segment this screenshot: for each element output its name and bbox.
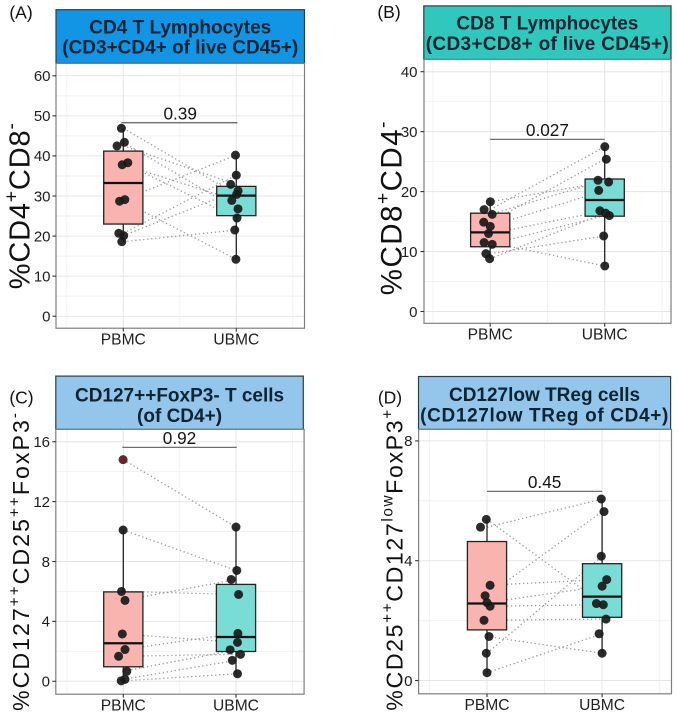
- svg-text:UBMC: UBMC: [579, 697, 625, 714]
- svg-text:8: 8: [42, 554, 50, 571]
- svg-text:30: 30: [401, 124, 418, 141]
- svg-text:(of CD4+): (of CD4+): [137, 406, 222, 427]
- svg-text:8: 8: [404, 433, 412, 450]
- svg-text:0: 0: [42, 309, 50, 326]
- svg-text:0: 0: [409, 304, 417, 321]
- svg-text:10: 10: [401, 244, 418, 261]
- svg-text:CD4 T Lymphocytes: CD4 T Lymphocytes: [89, 17, 271, 38]
- svg-text:30: 30: [34, 188, 51, 205]
- svg-text:UBMC: UBMC: [582, 327, 628, 344]
- svg-text:20: 20: [401, 184, 418, 201]
- svg-text:0.39: 0.39: [163, 104, 196, 124]
- svg-text:0.92: 0.92: [163, 428, 196, 448]
- svg-text:(C): (C): [9, 388, 33, 408]
- svg-text:CD127++FoxP3- T cells: CD127++FoxP3- T cells: [75, 386, 284, 407]
- svg-text:10: 10: [34, 268, 51, 285]
- svg-text:PBMC: PBMC: [101, 332, 146, 349]
- svg-text:%CD4+CD8-: %CD4+CD8-: [1, 122, 36, 289]
- svg-text:4: 4: [42, 614, 50, 631]
- svg-text:(D): (D): [378, 388, 402, 408]
- svg-text:20: 20: [34, 228, 51, 245]
- svg-text:4: 4: [404, 553, 412, 570]
- svg-text:12: 12: [33, 494, 50, 511]
- svg-text:PBMC: PBMC: [101, 698, 146, 714]
- svg-text:UBMC: UBMC: [213, 698, 259, 714]
- svg-text:(A): (A): [9, 3, 32, 23]
- svg-text:(B): (B): [377, 2, 400, 22]
- svg-text:0: 0: [42, 674, 50, 691]
- svg-text:%CD127++CD25++FoxP3-: %CD127++CD25++FoxP3-: [6, 411, 34, 711]
- svg-text:40: 40: [34, 148, 51, 165]
- svg-text:0.45: 0.45: [528, 472, 561, 492]
- svg-text:50: 50: [34, 108, 51, 125]
- svg-text:PBMC: PBMC: [464, 697, 509, 714]
- svg-text:(CD127low TReg of CD4+): (CD127low TReg of CD4+): [420, 405, 669, 426]
- svg-text:(CD3+CD8+ of live CD45+): (CD3+CD8+ of live CD45+): [426, 34, 669, 55]
- svg-text:%CD25++CD127lowFoxP3+: %CD25++CD127lowFoxP3+: [380, 408, 408, 711]
- svg-text:CD127low TReg cells: CD127low TReg cells: [449, 385, 640, 406]
- svg-text:PBMC: PBMC: [468, 327, 513, 344]
- svg-text:16: 16: [33, 434, 50, 451]
- svg-text:(CD3+CD4+ of live CD45+): (CD3+CD4+ of live CD45+): [62, 38, 298, 59]
- svg-text:40: 40: [401, 64, 418, 81]
- svg-text:0: 0: [404, 673, 412, 690]
- svg-text:CD8 T Lymphocytes: CD8 T Lymphocytes: [456, 14, 638, 35]
- svg-text:UBMC: UBMC: [213, 332, 259, 349]
- svg-text:%CD8+CD4-: %CD8+CD4-: [372, 120, 408, 295]
- svg-text:0.027: 0.027: [526, 120, 569, 140]
- svg-text:60: 60: [34, 68, 51, 85]
